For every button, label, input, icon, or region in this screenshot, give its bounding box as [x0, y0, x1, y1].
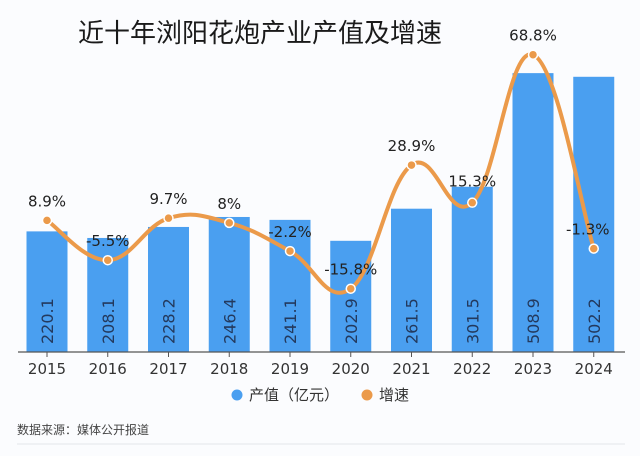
- bar-2017: [148, 226, 189, 352]
- growth-label-2021: 28.9%: [388, 137, 436, 155]
- growth-label-2022: 15.3%: [448, 173, 496, 191]
- x-tick-label-2017: 2017: [149, 360, 187, 378]
- bar-value-label-2018: 246.4: [220, 298, 239, 344]
- legend-label-output-value: 产值（亿元）: [249, 386, 339, 404]
- growth-point-2019: [284, 245, 296, 257]
- bar-value-label-2021: 261.5: [403, 298, 422, 344]
- bar-2018: [208, 216, 250, 352]
- x-tick-label-2016: 2016: [89, 360, 127, 378]
- growth-label-2016: -5.5%: [86, 232, 130, 250]
- x-tick-label-2022: 2022: [453, 360, 491, 378]
- bar-value-label-2023: 508.9: [524, 298, 543, 344]
- bar-2022: [451, 186, 493, 352]
- bar-2021: [391, 208, 432, 352]
- growth-point-2022: [467, 197, 478, 208]
- x-tick-label-2024: 2024: [575, 360, 613, 378]
- growth-label-2017: 9.7%: [149, 190, 187, 208]
- growth-point-2023: [527, 49, 539, 60]
- x-tick-label-2020: 2020: [332, 360, 370, 378]
- growth-point-2021: [406, 159, 417, 171]
- bar-value-label-2016: 208.1: [99, 298, 118, 344]
- x-tick-label-2015: 2015: [28, 360, 66, 378]
- source-note: 数据来源：媒体公开报道: [17, 422, 149, 437]
- growth-point-2024: [588, 243, 599, 254]
- bar-value-label-2015: 220.1: [38, 298, 57, 344]
- growth-label-2023: 68.8%: [509, 27, 557, 45]
- bar-value-label-2019: 241.1: [281, 298, 300, 344]
- bar-2024: [573, 76, 615, 352]
- growth-label-2024: -1.3%: [566, 221, 610, 239]
- bar-value-label-2017: 228.2: [160, 298, 179, 344]
- legend-marker-growth-rate: [361, 389, 373, 401]
- chart-title: 近十年浏阳花炮产业产值及增速: [78, 19, 442, 49]
- growth-label-2015: 8.9%: [28, 192, 66, 210]
- bar-2020: [330, 240, 372, 352]
- bar-value-label-2022: 301.5: [463, 298, 482, 344]
- x-tick-label-2019: 2019: [271, 360, 309, 378]
- growth-point-2016: [102, 254, 113, 266]
- growth-point-2020: [345, 283, 356, 294]
- legend-marker-output-value: [231, 389, 243, 401]
- bar-value-label-2020: 202.9: [342, 298, 361, 344]
- growth-label-2019: -2.2%: [268, 223, 312, 241]
- growth-point-2018: [224, 217, 235, 229]
- growth-rate-line: [45, 52, 596, 295]
- growth-point-2017: [163, 212, 174, 224]
- x-tick-label-2023: 2023: [514, 360, 552, 378]
- growth-label-2020: -15.8%: [324, 261, 377, 279]
- bar-2023: [512, 73, 554, 352]
- growth-point-2015: [41, 215, 53, 226]
- bar-2015: [26, 231, 68, 352]
- bar-value-label-2024: 502.2: [585, 298, 604, 344]
- growth-label-2018: 8%: [217, 195, 241, 213]
- x-tick-label-2021: 2021: [392, 360, 430, 378]
- x-tick-label-2018: 2018: [210, 360, 248, 378]
- legend-label-growth-rate: 增速: [379, 386, 409, 404]
